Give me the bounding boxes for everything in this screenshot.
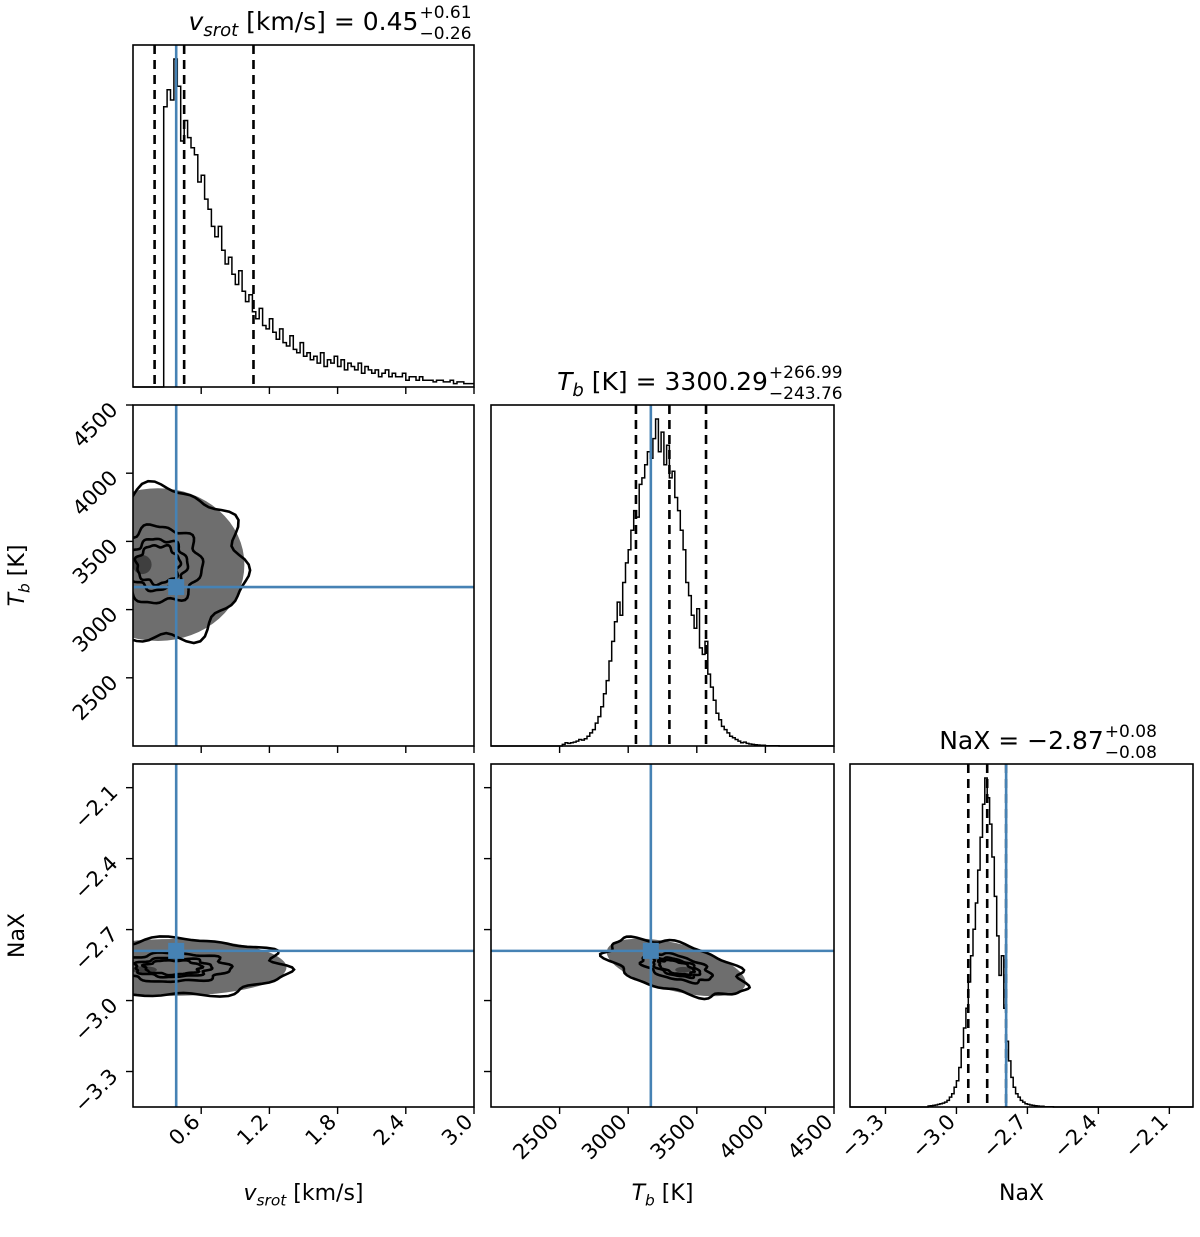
histogram-step-Tb xyxy=(491,418,834,747)
x-axis-label-NaX: NaX xyxy=(999,1181,1044,1206)
y-tick-label-Tb: 4000 xyxy=(68,466,123,521)
x-tick-label-vsrot: 3.0 xyxy=(437,1110,478,1151)
x-axis-label-Tb: Tb [K] xyxy=(632,1181,694,1210)
panel-title-vsrot: vsrot [km/s] = 0.45 xyxy=(189,7,419,41)
contour-level-1 xyxy=(638,951,715,985)
density-shade xyxy=(606,938,746,997)
joint-panel-vsrot-Tb xyxy=(132,404,475,747)
truth-marker xyxy=(168,579,185,596)
contour-group xyxy=(598,935,752,1001)
x-tick-label-vsrot: 1.8 xyxy=(301,1110,342,1151)
histogram-panel-NaX: NaX = −2.87 +0.08−0.08 xyxy=(849,722,1194,1108)
histogram-panel-Tb: Tb [K] = 3300.29 +266.99−243.76 xyxy=(490,363,843,747)
contour-level-1 xyxy=(133,951,234,984)
panel-title-NaX: NaX = −2.87 xyxy=(939,726,1104,755)
x-tick-label-Tb: 2500 xyxy=(508,1110,563,1165)
histogram-panel-vsrot: vsrot [km/s] = 0.45 +0.61−0.26 xyxy=(132,3,475,388)
panel-title-Tb: Tb [K] = 3300.29 xyxy=(557,367,768,401)
panel-frame xyxy=(132,763,475,1108)
x-tick-label-vsrot: 2.4 xyxy=(369,1110,410,1151)
y-tick-label-NaX: −2.4 xyxy=(70,851,123,904)
title-plus-err: +266.99 xyxy=(769,363,843,383)
panel-frame xyxy=(490,763,835,1108)
contour-level-2 xyxy=(133,956,214,979)
title-minus-err: −0.08 xyxy=(1105,743,1157,763)
title-plus-err: +0.08 xyxy=(1105,722,1157,742)
x-tick-label-NaX: −2.7 xyxy=(978,1110,1031,1163)
density-peak xyxy=(675,966,691,973)
panel-frame xyxy=(490,404,835,747)
histogram-step-vsrot xyxy=(133,58,474,388)
panel-frame xyxy=(132,404,475,747)
y-tick-label-NaX: −2.7 xyxy=(70,922,123,975)
x-tick-label-Tb: 4500 xyxy=(783,1110,838,1165)
x-tick-label-Tb: 4000 xyxy=(714,1110,769,1165)
x-tick-label-Tb: 3500 xyxy=(646,1110,701,1165)
y-tick-label-NaX: −2.1 xyxy=(70,780,123,833)
contour-group xyxy=(133,479,252,645)
truth-marker xyxy=(168,942,185,959)
x-tick-label-Tb: 3000 xyxy=(577,1110,632,1165)
joint-panel-Tb-NaX xyxy=(490,763,835,1108)
contour-level-2 xyxy=(652,956,702,980)
histogram-step-NaX xyxy=(850,777,1193,1108)
y-tick-label-NaX: −3.3 xyxy=(70,1064,123,1117)
title-minus-err: −0.26 xyxy=(419,24,471,44)
contour-level-0 xyxy=(133,479,252,645)
contour-level-3 xyxy=(140,958,205,977)
contour-level-3 xyxy=(656,958,697,977)
panel-frame xyxy=(849,763,1194,1108)
title-plus-err: +0.61 xyxy=(419,3,471,23)
x-tick-label-vsrot: 0.6 xyxy=(164,1110,205,1151)
truth-marker xyxy=(642,942,659,959)
contour-level-0 xyxy=(133,935,296,998)
joint-panel-vsrot-NaX xyxy=(132,763,475,1108)
y-axis-label-Tb: Tb [K] xyxy=(5,545,34,607)
y-tick-label-Tb: 4500 xyxy=(68,398,123,453)
x-tick-label-NaX: −3.3 xyxy=(836,1110,889,1163)
contour-level-1 xyxy=(133,523,205,605)
y-tick-label-NaX: −3.0 xyxy=(70,993,123,1046)
x-tick-label-NaX: −3.0 xyxy=(907,1110,960,1163)
y-tick-label-Tb: 3000 xyxy=(68,602,123,657)
y-tick-label-Tb: 3500 xyxy=(68,534,123,589)
x-axis-label-vsrot: vsrot [km/s] xyxy=(243,1181,363,1210)
title-minus-err: −243.76 xyxy=(769,384,843,404)
y-tick-label-Tb: 2500 xyxy=(68,670,123,725)
x-tick-label-NaX: −2.4 xyxy=(1049,1110,1102,1163)
panel-frame xyxy=(132,44,475,388)
x-tick-label-vsrot: 1.2 xyxy=(232,1110,273,1151)
x-tick-label-NaX: −2.1 xyxy=(1120,1110,1173,1163)
y-axis-label-NaX: NaX xyxy=(5,913,30,958)
